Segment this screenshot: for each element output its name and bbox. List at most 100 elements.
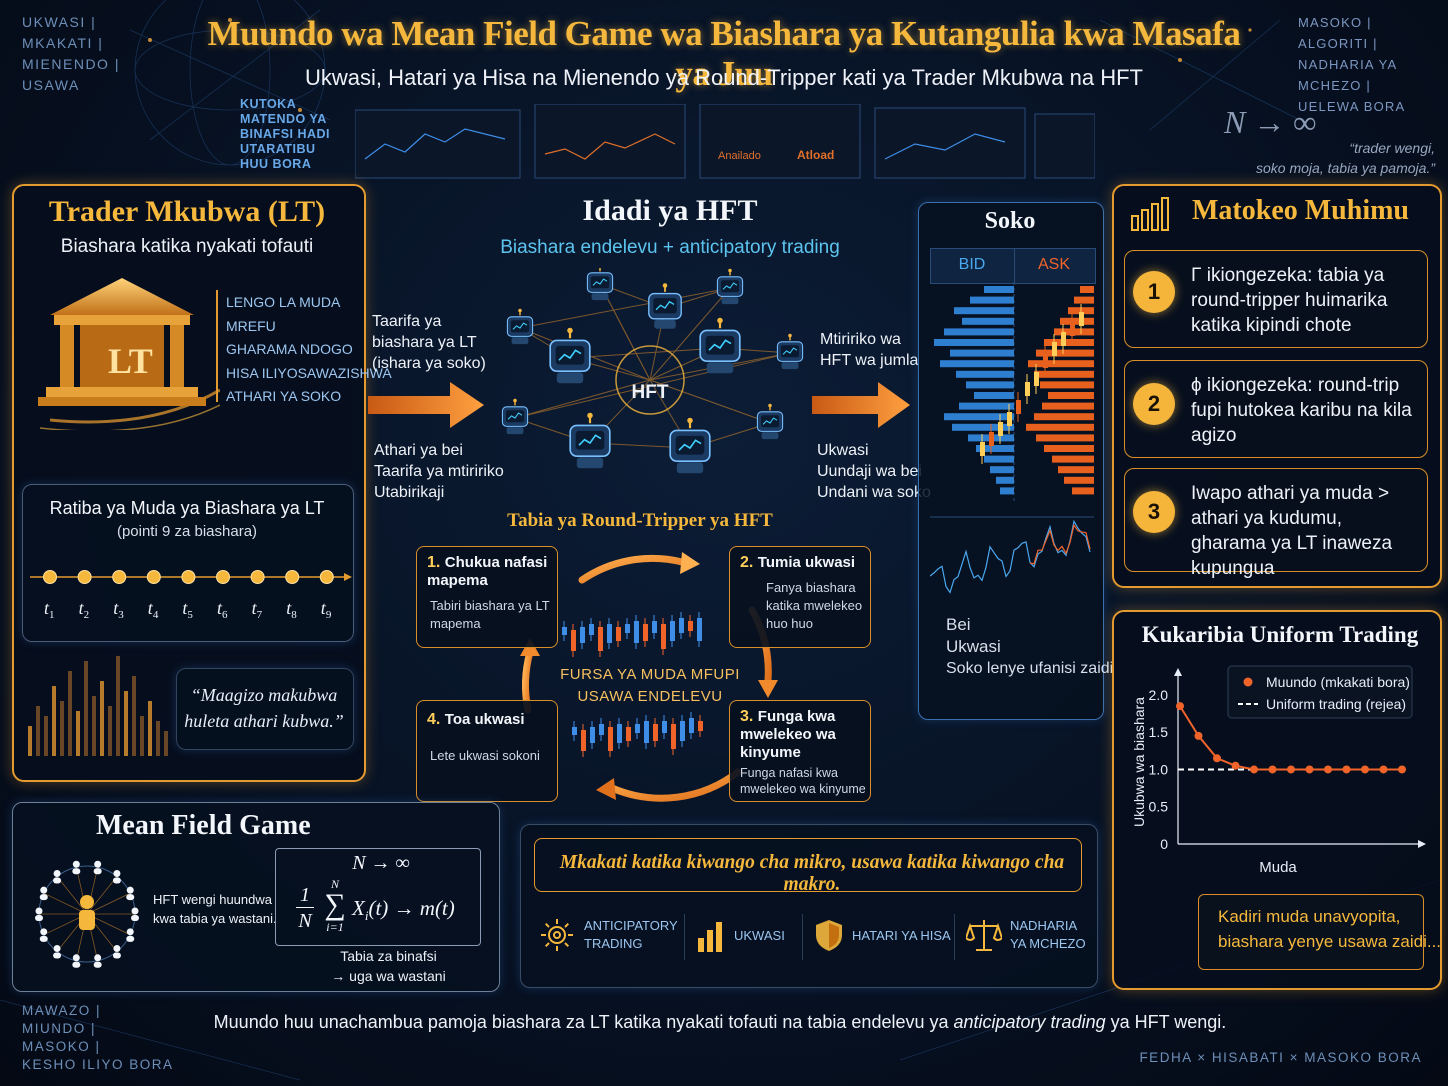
result-number-badge: 3	[1133, 491, 1175, 533]
person-icon	[40, 928, 48, 936]
candle	[598, 627, 603, 651]
volume-bar	[92, 696, 96, 756]
liquidity-text: Ukwasi Uundaji wa bei Undani wa soko	[817, 442, 931, 501]
result-item-1: 1 Γ ikiongezeka: tabia ya round-tripper …	[1124, 250, 1428, 348]
corner-bottom-right: FEDHA × HISABATI × MASOKO BORA	[1139, 1050, 1422, 1065]
volume-bar	[124, 691, 128, 756]
shield-icon	[816, 920, 842, 951]
hft-network	[501, 268, 804, 474]
network-link	[514, 379, 651, 419]
ask-depth-bar	[1036, 434, 1094, 442]
y-tick-label: 0.5	[1149, 799, 1169, 815]
hft-hub-ring	[615, 345, 685, 415]
volume-bar	[44, 716, 48, 756]
person-icon	[72, 954, 80, 962]
candle	[670, 621, 675, 641]
model-point	[1305, 765, 1314, 774]
time-label: t2	[79, 598, 90, 621]
result-number-badge: 1	[1133, 271, 1175, 313]
lt-feature-divider	[216, 290, 218, 402]
candle	[1034, 372, 1039, 386]
ask-depth-bar	[1034, 370, 1094, 378]
bid-depth-bar	[984, 286, 1014, 293]
bid-label: BID	[958, 256, 986, 273]
candle	[980, 442, 985, 456]
person-icon	[80, 895, 94, 909]
formula-body: Xi(t) → m(t)	[352, 896, 455, 924]
lt-title: Trader Mkubwa (LT)	[48, 195, 326, 228]
network-link	[569, 347, 721, 359]
divider	[802, 914, 803, 960]
candle	[680, 721, 685, 741]
candle	[580, 627, 585, 643]
person-icon	[72, 860, 80, 868]
legend-label: Uniform trading (rejea)	[1266, 696, 1406, 712]
bid-header	[930, 248, 1016, 284]
candle	[698, 721, 703, 731]
person-icon	[72, 961, 81, 968]
person-icon	[53, 877, 62, 884]
candle	[652, 621, 657, 633]
person-icon	[94, 860, 102, 868]
bid-depth-bar	[950, 349, 1014, 357]
person-icon	[39, 935, 48, 942]
model-point	[1379, 765, 1388, 774]
ask-depth-bar	[1042, 402, 1094, 410]
bid-depth-bar	[970, 296, 1014, 304]
screen-label-b: Atload	[797, 148, 835, 162]
ask-depth-bar	[1064, 476, 1094, 484]
lt-feature: LENGO LA MUDA	[226, 294, 341, 310]
robot-icon	[648, 283, 682, 329]
mfg-panel	[12, 802, 500, 992]
bid-depth-bar	[954, 307, 1014, 315]
schedule-title: Ratiba ya Muda ya Biashara ya LT	[49, 498, 325, 518]
model-point	[1361, 765, 1369, 774]
candle	[589, 624, 594, 635]
lt-schedule-box	[22, 484, 354, 642]
micro-quote: Mkakati katika kiwango cha mikro, usawa …	[559, 852, 1065, 895]
volume-bar	[132, 676, 136, 756]
candle	[634, 621, 639, 643]
corner-top-left: UKWASI | MKAKATI | MIENENDO | USAWA	[22, 14, 120, 93]
result-number-badge: 2	[1133, 383, 1175, 425]
tile-liquidity: UKWASI	[696, 918, 785, 952]
hft-center-label: HFT	[631, 382, 669, 403]
candle	[688, 621, 693, 631]
model-point	[1194, 731, 1203, 740]
candle	[625, 624, 630, 633]
lt-quote: “Maagizo makubwa huleta athari kubwa.”	[184, 685, 344, 731]
cycle-title: Tabia ya Round-Tripper ya HFT	[507, 510, 773, 531]
ask-header	[1014, 248, 1096, 284]
crowd-link	[86, 876, 118, 915]
person-icon	[93, 961, 102, 968]
ask-depth-bar	[1074, 296, 1094, 304]
screen-label-a: Anailado	[718, 150, 761, 162]
network-link	[649, 287, 731, 381]
x-axis-label: Muda	[1259, 859, 1297, 876]
volume-bar	[60, 701, 64, 756]
person-icon	[126, 894, 135, 901]
person-icon	[126, 935, 135, 942]
time-point	[285, 570, 300, 584]
y-tick-label: 1.0	[1149, 761, 1169, 777]
candle	[1052, 342, 1057, 356]
volume-bar	[148, 701, 152, 756]
robot-icon	[549, 327, 591, 384]
page-title: Muundo wa Mean Field Game wa Biashara ya…	[207, 14, 1241, 93]
ask-depth-bar	[1036, 349, 1094, 357]
market-title: Soko	[984, 208, 1036, 234]
tile-inventory-risk: HATARI YA HISA	[814, 918, 951, 952]
robot-icon	[669, 417, 711, 474]
time-point	[181, 570, 196, 584]
time-label: t1	[44, 598, 55, 621]
model-point	[1398, 765, 1406, 774]
time-point	[77, 570, 92, 584]
candle	[653, 724, 658, 741]
bid-depth-bar	[1000, 487, 1014, 495]
candle	[635, 724, 640, 733]
corner-top-left-sub: KUTOKA MATENDO YA BINAFSI HADI UTARATIBU H…	[240, 97, 331, 171]
model-point	[1231, 761, 1240, 770]
candle	[661, 624, 666, 649]
time-label: t7	[252, 598, 263, 621]
person-icon	[126, 928, 134, 936]
